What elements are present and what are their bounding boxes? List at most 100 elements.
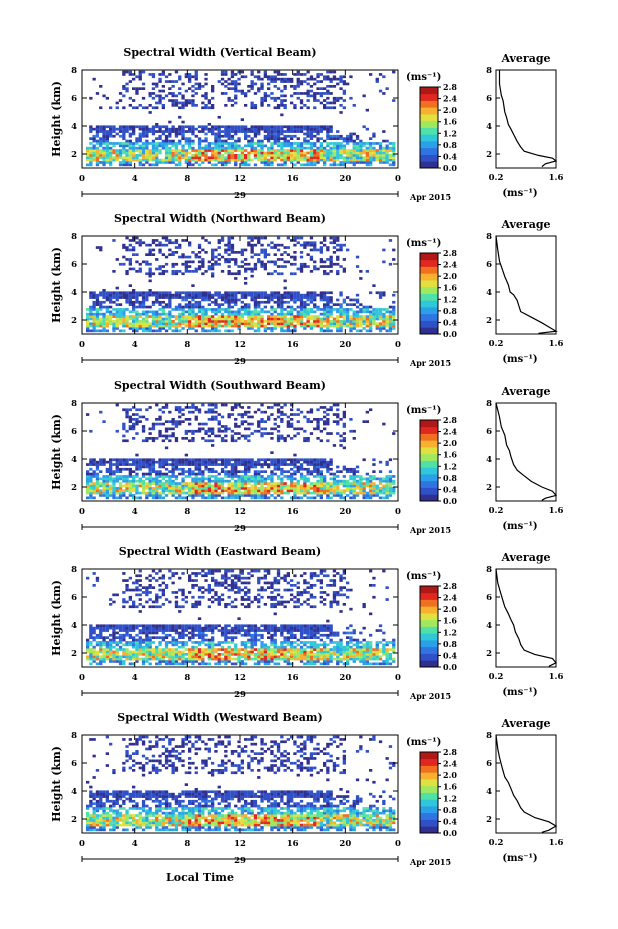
heatmap-cell xyxy=(95,303,100,306)
heatmap-cell xyxy=(234,303,238,306)
heatmap-cell xyxy=(290,403,294,407)
heatmap-cell xyxy=(388,163,393,167)
heatmap-cell xyxy=(290,146,294,150)
heatmap-cell xyxy=(346,248,350,252)
heatmap-cell xyxy=(211,104,215,107)
heatmap-cell xyxy=(184,130,188,133)
heatmap-cell xyxy=(201,317,205,321)
heatmap-cell xyxy=(164,125,169,129)
heatmap-cell xyxy=(224,134,228,138)
heatmap-cell xyxy=(214,320,218,323)
heatmap-cell xyxy=(244,310,248,314)
heatmap-cell xyxy=(102,636,106,639)
heatmap-cell xyxy=(220,82,225,86)
heatmap-cell xyxy=(155,158,159,162)
heatmap-cell xyxy=(290,408,294,412)
heatmap-cell xyxy=(280,434,284,438)
heatmap-cell xyxy=(299,156,304,160)
heatmap-cell xyxy=(309,327,314,330)
heatmap-cell xyxy=(197,149,202,152)
heatmap-cell xyxy=(122,163,126,167)
heatmap-cell xyxy=(234,277,238,280)
heatmap-cell xyxy=(329,236,333,240)
heatmap-cell xyxy=(273,156,277,160)
heatmap-cell xyxy=(194,104,198,107)
panel-title: Spectral Width (Southward Beam) xyxy=(114,379,326,392)
heatmap-cell xyxy=(263,296,267,299)
heatmap-cell xyxy=(105,308,109,311)
heatmap-cell xyxy=(181,291,185,295)
heatmap-cell xyxy=(92,653,96,656)
heatmap-cell xyxy=(319,146,323,150)
heatmap-cell xyxy=(290,324,294,328)
heatmap-cell xyxy=(349,489,353,493)
heatmap-cell xyxy=(349,137,353,140)
heatmap-cell xyxy=(168,439,172,443)
heatmap-cell xyxy=(309,472,314,476)
colorbar-segment xyxy=(420,273,438,281)
heatmap-cell xyxy=(234,320,238,323)
heatmap-cell xyxy=(128,151,132,155)
heatmap-cell xyxy=(89,161,93,164)
heatmap-cell xyxy=(102,151,106,155)
heatmap-cell xyxy=(151,272,156,276)
x-tick-label: 0 xyxy=(79,340,85,350)
heatmap-cell xyxy=(342,300,346,304)
colorbar-segment xyxy=(420,420,438,428)
heatmap-cell xyxy=(164,460,169,464)
heatmap-cell xyxy=(227,132,231,136)
heatmap-cell xyxy=(323,484,327,488)
heatmap-cell xyxy=(95,475,100,478)
heatmap-cell xyxy=(148,458,152,462)
heatmap-cell xyxy=(375,310,379,314)
heatmap-cell xyxy=(138,262,142,266)
heatmap-cell xyxy=(306,410,310,414)
heatmap-cell xyxy=(184,310,188,314)
heatmap-cell xyxy=(267,158,271,162)
heatmap-cell xyxy=(122,293,126,297)
heatmap-cell xyxy=(138,104,142,107)
heatmap-cell xyxy=(385,475,389,478)
heatmap-cell xyxy=(253,475,258,478)
heatmap-cell xyxy=(293,320,297,323)
heatmap-cell xyxy=(99,85,103,88)
heatmap-cell xyxy=(309,142,314,145)
heatmap-cell xyxy=(102,305,106,309)
heatmap-cell xyxy=(95,161,100,164)
heatmap-cell xyxy=(112,458,116,462)
heatmap-cell xyxy=(237,139,241,143)
heatmap-cell xyxy=(220,158,225,162)
heatmap-cell xyxy=(135,320,139,323)
heatmap-cell xyxy=(313,475,317,478)
heatmap-cell xyxy=(392,324,396,328)
heatmap-cell xyxy=(99,317,103,321)
heatmap-cell xyxy=(128,293,132,297)
heatmap-cell xyxy=(299,146,304,150)
heatmap-cell xyxy=(329,134,333,138)
heatmap-cell xyxy=(135,413,139,416)
heatmap-cell xyxy=(155,106,159,110)
heatmap-cell xyxy=(102,643,106,647)
heatmap-cell xyxy=(168,134,172,138)
heatmap-cell xyxy=(197,87,202,90)
heatmap-cell xyxy=(174,101,179,105)
heatmap-cell xyxy=(263,463,267,466)
heatmap-cell xyxy=(89,317,93,321)
heatmap-cell xyxy=(253,127,258,131)
heatmap-cell xyxy=(244,144,248,148)
heatmap-cell xyxy=(323,308,327,311)
heatmap-cell xyxy=(323,272,327,276)
heatmap-cell xyxy=(303,246,307,249)
heatmap-cell xyxy=(158,77,162,81)
heatmap-cell xyxy=(260,161,264,164)
heatmap-cell xyxy=(355,465,360,469)
heatmap-cell xyxy=(247,315,251,318)
heatmap-cell xyxy=(385,322,389,326)
heatmap-cell xyxy=(188,77,192,81)
heatmap-cell xyxy=(280,322,284,326)
heatmap-cell xyxy=(138,327,142,330)
heatmap-cell xyxy=(125,149,129,152)
heatmap-cell xyxy=(385,491,389,495)
heatmap-cell xyxy=(382,291,386,295)
heatmap-cell xyxy=(313,243,317,247)
